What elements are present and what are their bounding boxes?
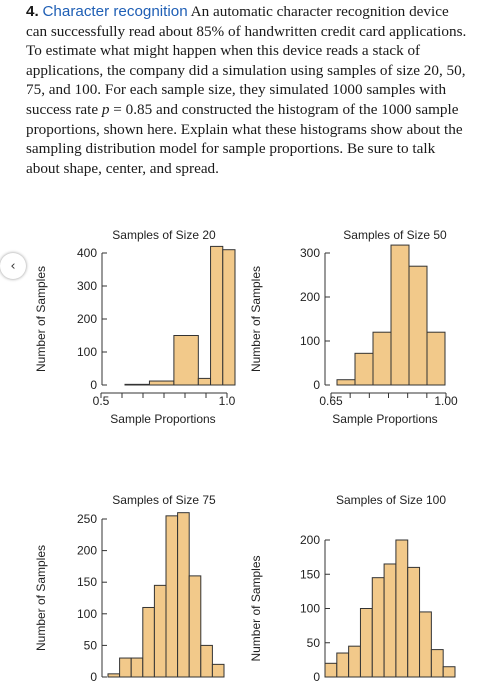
- y-tick-label: 300: [77, 279, 97, 293]
- histogram-bar: [188, 575, 202, 678]
- histogram-bar: [130, 657, 144, 678]
- histogram-bar: [142, 606, 155, 678]
- y-axis-label: Number of Samples: [34, 545, 48, 651]
- y-tick-label: 250: [77, 512, 97, 526]
- chart-title: Samples of Size 100: [336, 493, 446, 507]
- histogram-bar: [177, 512, 190, 678]
- histogram-bar: [359, 608, 373, 678]
- x-tick-label: 1.00: [434, 394, 458, 408]
- x-axis-label: Sample Proportions: [110, 412, 215, 426]
- histogram-bar: [348, 645, 361, 678]
- x-tick-label: 0.65: [319, 394, 343, 408]
- histogram-bar: [211, 663, 225, 678]
- y-tick-label: 150: [77, 575, 97, 589]
- y-tick-label: 50: [84, 638, 98, 652]
- y-tick-label: 0: [90, 378, 97, 392]
- y-tick-label: 50: [307, 636, 321, 650]
- histogram-bar: [371, 577, 385, 678]
- y-tick-label: 0: [313, 670, 320, 684]
- histogram-bar: [372, 331, 392, 386]
- histogram-bar: [407, 566, 421, 678]
- y-tick-label: 200: [77, 544, 97, 558]
- y-tick-label: 300: [300, 246, 320, 260]
- histogram-bar: [153, 584, 167, 678]
- histogram-bar: [395, 539, 409, 678]
- histogram-bar: [336, 652, 350, 678]
- histogram-grid: Samples of Size 20 Number of Samples 0 100 2…: [34, 228, 458, 684]
- y-tick-label: 200: [77, 312, 97, 326]
- x-tick-label: 1.0: [219, 394, 236, 408]
- x-tick-label: 0.5: [93, 394, 110, 408]
- y-tick-label: 0: [313, 378, 320, 392]
- histogram-bar: [354, 352, 374, 386]
- histogram-bar: [419, 611, 432, 678]
- chart-title: Samples of Size 20: [112, 228, 216, 242]
- histogram-bar: [383, 563, 397, 678]
- histogram-bar: [210, 245, 224, 386]
- histogram-3: Samples of Size 75 Number of Samples 0 50 10…: [34, 493, 225, 684]
- histogram-bar: [336, 379, 356, 386]
- histogram-bar: [148, 380, 175, 386]
- histogram-bar: [197, 377, 212, 386]
- histogram-bar: [430, 649, 444, 678]
- histogram-bar: [107, 673, 121, 678]
- histogram-bar: [442, 666, 456, 678]
- chart-title: Samples of Size 50: [343, 228, 447, 242]
- problem-title[interactable]: Character recognition: [42, 3, 188, 20]
- problem-number: 4.: [26, 3, 39, 20]
- y-tick-label: 400: [77, 246, 97, 260]
- problem-text: 4. Character recognition An automatic ch…: [26, 2, 472, 178]
- problem-body-end: = 0.85 and constructed the histogram of …: [26, 100, 463, 177]
- y-axis-label: Number of Samples: [249, 266, 263, 372]
- histogram-bar: [173, 335, 199, 386]
- histogram-bar: [119, 657, 132, 678]
- chart-title: Samples of Size 75: [112, 493, 216, 507]
- y-axis-label: Number of Samples: [34, 266, 48, 372]
- previous-button[interactable]: ‹: [0, 253, 26, 279]
- histogram-4: Samples of Size 100 Number of Samples 0 50 1…: [249, 493, 456, 684]
- histogram-bar: [200, 644, 213, 678]
- x-axis-label: Sample Proportions: [332, 412, 437, 426]
- y-tick-label: 100: [77, 345, 97, 359]
- problem-body-start: An automatic character recognition devic…: [26, 3, 467, 118]
- histogram-bar: [390, 244, 410, 386]
- y-tick-label: 150: [300, 567, 320, 581]
- y-tick-label: 200: [300, 533, 320, 547]
- y-tick-label: 0: [90, 670, 97, 684]
- histogram-bar: [324, 662, 338, 678]
- histogram-1: Samples of Size 20 Number of Samples 0 100 2…: [34, 228, 236, 426]
- y-tick-label: 200: [300, 290, 320, 304]
- histogram-2: Samples of Size 50 Number of Samples 0 100 2…: [249, 228, 458, 426]
- histogram-bar: [426, 331, 446, 386]
- histogram-bar: [222, 249, 236, 386]
- y-tick-label: 100: [77, 607, 97, 621]
- histogram-bar: [408, 265, 428, 386]
- y-tick-label: 100: [300, 334, 320, 348]
- histogram-bar: [124, 383, 150, 386]
- y-axis-label: Number of Samples: [249, 555, 263, 661]
- histogram-bar: [165, 515, 179, 678]
- chevron-left-icon: ‹: [10, 258, 16, 274]
- y-tick-label: 100: [300, 602, 320, 616]
- p-symbol: p: [101, 100, 110, 118]
